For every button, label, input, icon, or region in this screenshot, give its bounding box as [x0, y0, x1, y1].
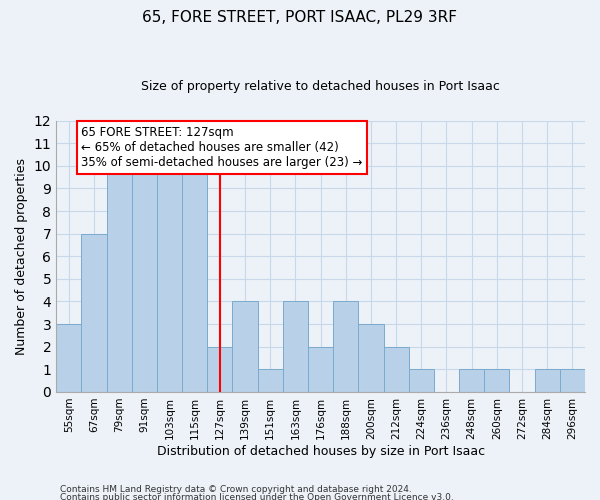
X-axis label: Distribution of detached houses by size in Port Isaac: Distribution of detached houses by size …	[157, 444, 485, 458]
Bar	[358, 324, 383, 392]
Text: Contains HM Land Registry data © Crown copyright and database right 2024.: Contains HM Land Registry data © Crown c…	[60, 486, 412, 494]
Bar	[484, 370, 509, 392]
Title: Size of property relative to detached houses in Port Isaac: Size of property relative to detached ho…	[141, 80, 500, 93]
Y-axis label: Number of detached properties: Number of detached properties	[15, 158, 28, 355]
Text: 65, FORE STREET, PORT ISAAC, PL29 3RF: 65, FORE STREET, PORT ISAAC, PL29 3RF	[143, 10, 458, 25]
Bar	[232, 302, 257, 392]
Bar	[157, 166, 182, 392]
Text: Contains public sector information licensed under the Open Government Licence v3: Contains public sector information licen…	[60, 492, 454, 500]
Text: 65 FORE STREET: 127sqm
← 65% of detached houses are smaller (42)
35% of semi-det: 65 FORE STREET: 127sqm ← 65% of detached…	[82, 126, 363, 169]
Bar	[308, 346, 333, 392]
Bar	[207, 346, 232, 392]
Bar	[535, 370, 560, 392]
Bar	[409, 370, 434, 392]
Bar	[459, 370, 484, 392]
Bar	[257, 370, 283, 392]
Bar	[56, 324, 82, 392]
Bar	[82, 234, 107, 392]
Bar	[132, 166, 157, 392]
Bar	[383, 346, 409, 392]
Bar	[107, 166, 132, 392]
Bar	[560, 370, 585, 392]
Bar	[283, 302, 308, 392]
Bar	[333, 302, 358, 392]
Bar	[182, 166, 207, 392]
